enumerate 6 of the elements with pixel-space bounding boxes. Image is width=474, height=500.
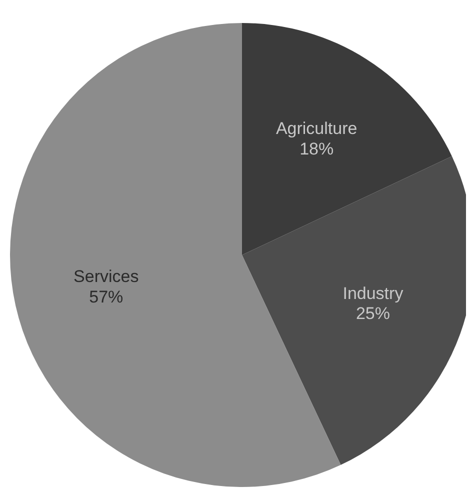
slice-label: Services: [74, 266, 139, 286]
data-label: 57%: [89, 287, 124, 306]
slice-label: Industry: [342, 284, 404, 303]
slice-label: Agriculture: [276, 119, 358, 138]
data-label: 18%: [300, 139, 334, 158]
data-label: 25%: [356, 304, 390, 324]
